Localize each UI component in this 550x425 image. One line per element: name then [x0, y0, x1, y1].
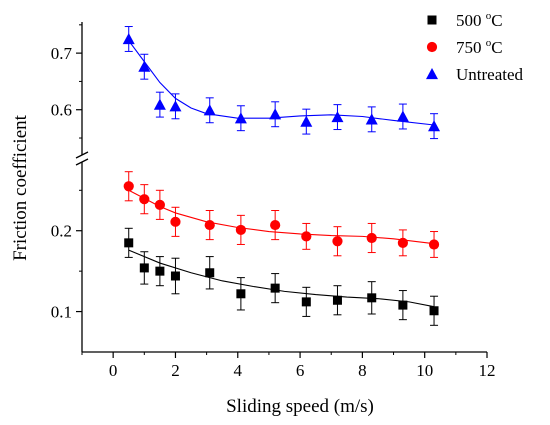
data-point	[397, 237, 408, 248]
legend-marker	[427, 15, 437, 25]
data-point	[270, 219, 281, 231]
axes: 0 2 4 6 8 10 12 0.1 0.2 0.6 0.7	[51, 22, 496, 380]
data-point	[429, 306, 439, 316]
data-point	[154, 199, 165, 210]
data-point	[235, 224, 246, 236]
legend-label-superscript: o	[486, 10, 492, 22]
data-point	[331, 111, 344, 123]
legend-label-superscript: o	[486, 37, 492, 49]
data-point	[122, 32, 135, 45]
data-point	[428, 120, 441, 132]
series-0	[124, 227, 439, 326]
data-point	[270, 283, 280, 293]
data-point	[332, 236, 343, 247]
legend-entry-2: Untreated	[426, 65, 524, 84]
data-point	[205, 268, 215, 278]
y-tick-label: 0.7	[51, 44, 73, 63]
x-tick-label: 6	[296, 361, 305, 380]
data-point	[155, 266, 165, 276]
data-point	[236, 289, 246, 299]
fit-line	[128, 40, 435, 126]
y-tick-label: 0.1	[51, 303, 72, 322]
legend-label-unit: C	[491, 38, 502, 57]
legend-label: 500 oC	[456, 10, 503, 30]
legend-label: 750 oC	[456, 37, 503, 57]
x-tick-label: 4	[234, 361, 243, 380]
data-point	[170, 271, 180, 281]
data-point	[428, 239, 440, 250]
y-tick-label: 0.2	[51, 222, 72, 241]
series-2	[122, 26, 441, 140]
axis-break-mark-upper	[75, 151, 89, 159]
legend-marker	[426, 68, 438, 80]
x-tick-label: 12	[479, 361, 496, 380]
data-point	[366, 232, 377, 244]
data-point	[123, 181, 134, 192]
data-point	[234, 112, 247, 124]
legend-marker	[426, 41, 438, 53]
data-point	[396, 110, 409, 122]
data-point	[367, 293, 377, 303]
series-1	[123, 171, 440, 258]
x-tick-label: 8	[358, 361, 367, 380]
data-point	[204, 219, 215, 231]
axis-break-mark-lower	[75, 158, 89, 166]
y-axis-title: Friction coefficient	[10, 114, 31, 261]
legend-entry-1: 750 oC	[426, 37, 503, 57]
data-point	[203, 104, 216, 116]
data-point	[139, 263, 149, 273]
plot-area	[122, 26, 441, 326]
data-point	[365, 113, 378, 125]
data-point	[169, 100, 182, 112]
legend-entry-0: 500 oC	[427, 10, 503, 30]
data-point	[124, 238, 134, 248]
data-point	[170, 216, 181, 227]
x-tick-label: 10	[416, 361, 433, 380]
y-tick-label: 0.6	[51, 101, 72, 120]
legend-label-unit: C	[491, 11, 502, 30]
legend-label: Untreated	[456, 65, 524, 84]
data-point	[269, 108, 282, 120]
data-point	[301, 297, 311, 307]
legend: 500 oC 750 oC Untreated	[426, 10, 524, 84]
x-tick-label: 0	[109, 361, 118, 380]
data-point	[301, 231, 312, 242]
data-point	[139, 194, 150, 205]
fit-line	[128, 249, 435, 308]
data-point	[332, 295, 342, 305]
data-point	[138, 60, 151, 72]
data-point	[153, 98, 166, 110]
x-axis-title: Sliding speed (m/s)	[226, 396, 374, 417]
x-tick-label: 2	[171, 361, 180, 380]
data-point	[300, 115, 313, 127]
data-point	[398, 300, 408, 310]
